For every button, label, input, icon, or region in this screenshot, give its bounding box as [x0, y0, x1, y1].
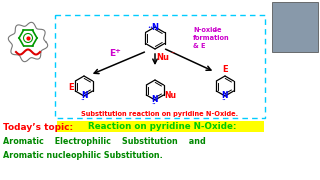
Bar	[55, 15, 265, 118]
Text: E: E	[68, 82, 74, 91]
Bar	[57, 121, 264, 132]
Text: E: E	[222, 66, 228, 75]
Text: N-oxide
formation
& E: N-oxide formation & E	[193, 27, 230, 49]
Text: Today’s topic:: Today’s topic:	[3, 123, 76, 132]
Text: ⁻: ⁻	[170, 50, 174, 59]
Text: ••: ••	[152, 102, 156, 107]
Text: Nu: Nu	[165, 91, 177, 100]
Text: N: N	[222, 91, 228, 100]
Text: +: +	[212, 28, 217, 33]
Text: Nu: Nu	[156, 53, 170, 62]
Text: Reaction on pyridine N-Oxide:: Reaction on pyridine N-Oxide:	[88, 122, 236, 131]
Text: ••: ••	[81, 98, 85, 102]
Text: N: N	[151, 22, 158, 32]
Text: E: E	[109, 50, 115, 59]
Text: +: +	[114, 48, 120, 54]
Text: N: N	[81, 91, 87, 100]
Text: ••: ••	[147, 24, 153, 30]
Text: Aromatic    Electrophilic    Substitution    and: Aromatic Electrophilic Substitution and	[3, 136, 206, 145]
Text: Substitution reaction on pyridine N-Oxide.: Substitution reaction on pyridine N-Oxid…	[81, 111, 239, 117]
Bar	[272, 2, 318, 52]
Text: ••: ••	[222, 98, 226, 102]
Text: Aromatic nucleophilic Substitution.: Aromatic nucleophilic Substitution.	[3, 150, 163, 159]
Text: N: N	[152, 96, 158, 105]
